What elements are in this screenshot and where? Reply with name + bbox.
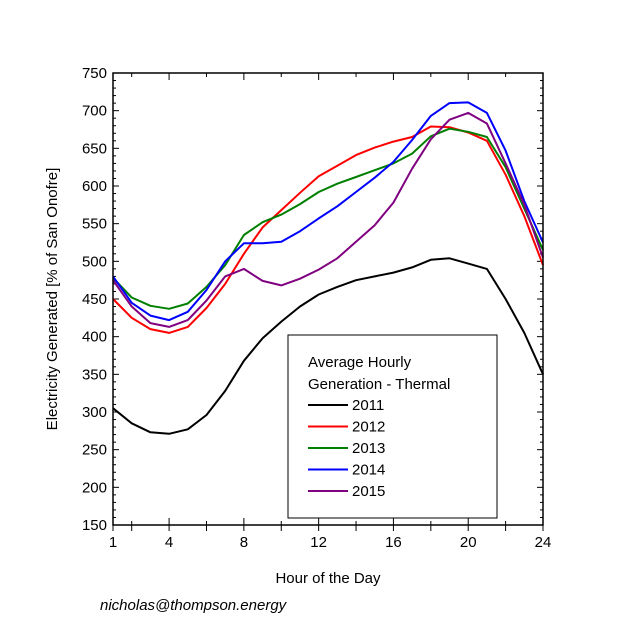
y-tick-label: 700 [82,103,107,120]
y-tick-label: 450 [82,291,107,308]
legend-label-2013: 2013 [352,440,385,457]
y-tick-label: 550 [82,216,107,233]
x-tick-label: 20 [460,534,477,551]
legend-label-2014: 2014 [352,462,385,479]
x-tick-label: 8 [240,534,248,551]
series-line-2012 [112,125,544,334]
plot-frame [112,72,544,526]
x-axis-label: Hour of the Day [275,570,381,587]
footer-email: nicholas@thompson.energy [100,597,287,614]
y-tick-label: 150 [82,517,107,534]
y-axis-label: Electricity Generated [% of San Onofre] [44,168,61,431]
y-tick-label: 250 [82,442,107,459]
y-tick-label: 200 [82,479,107,496]
legend-label-2011: 2011 [352,397,384,414]
series-line-2013 [112,127,544,310]
y-tick-label: 600 [82,178,107,195]
y-tick-label: 400 [82,329,107,346]
legend-label-2012: 2012 [352,419,385,436]
x-tick-label: 1 [109,534,117,551]
x-tick-label: 16 [385,534,402,551]
legend: Average Hourly Generation - Thermal 2011… [287,334,498,519]
legend-title-line-1: Average Hourly [308,354,412,371]
y-tick-label: 500 [82,253,107,270]
series-line-2011 [112,257,544,435]
y-tick-label: 300 [82,404,107,421]
legend-label-2015: 2015 [352,483,385,500]
y-tick-label: 350 [82,366,107,383]
x-tick-label: 4 [165,534,173,551]
legend-title-line-2: Generation - Thermal [308,376,450,393]
series-line-2014 [112,101,544,322]
x-tick-label: 24 [535,534,552,551]
x-tick-label: 12 [310,534,327,551]
series-line-2015 [112,111,544,328]
y-tick-label: 750 [82,65,107,82]
y-tick-label: 650 [82,140,107,157]
